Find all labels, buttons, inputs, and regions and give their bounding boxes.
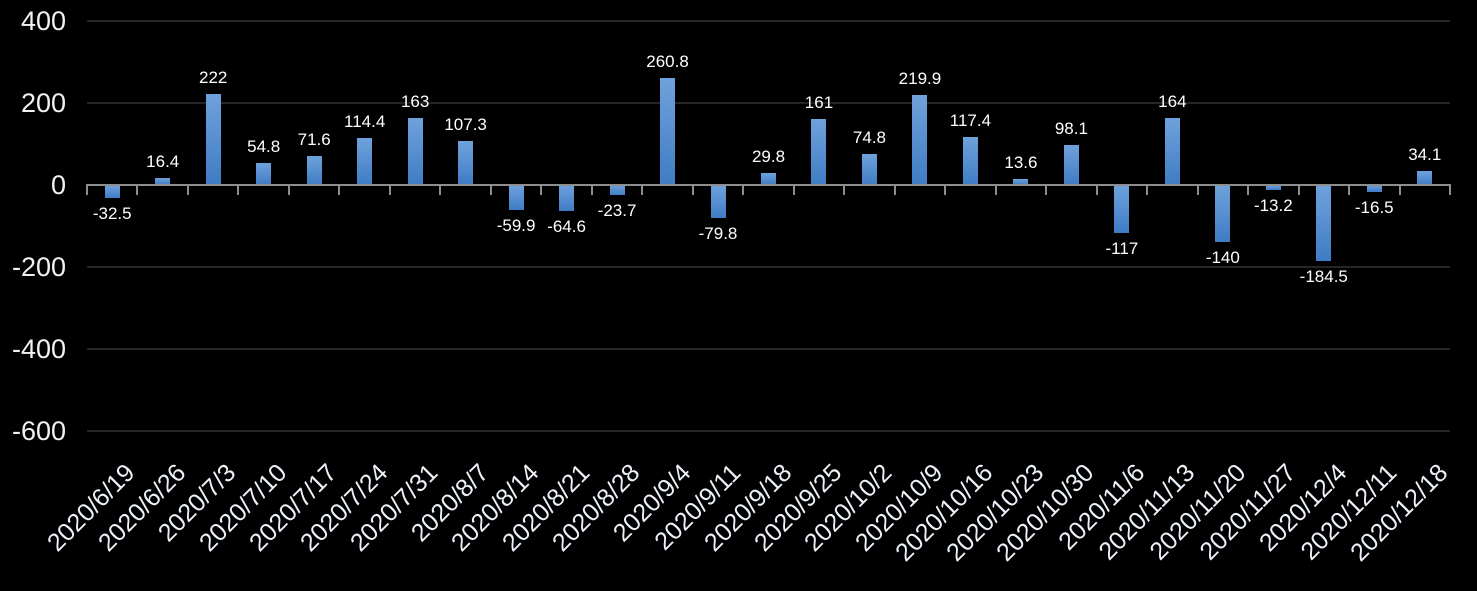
x-axis-tick: [843, 184, 846, 195]
bar: [761, 172, 776, 185]
bar: [155, 178, 171, 185]
bar-value-label: 117.4: [949, 110, 992, 130]
gridline: [87, 430, 1450, 432]
gridline: [87, 102, 1450, 104]
x-axis-tick: [944, 184, 947, 195]
bar: [1013, 179, 1029, 185]
x-axis-line: [87, 184, 1450, 186]
bar: [1265, 185, 1281, 191]
x-axis-tick: [742, 184, 745, 195]
bar-value-label: -59.9: [496, 215, 536, 235]
bar-value-label: 107.3: [444, 115, 487, 134]
bar-value-label: 74.8: [852, 128, 886, 148]
bar: [458, 141, 474, 185]
y-axis-label: -200: [11, 252, 66, 282]
bar-value-label: 163: [400, 92, 430, 112]
bar: [1417, 171, 1433, 185]
x-axis-tick: [1449, 184, 1451, 195]
bar-value-label: 164: [1158, 91, 1187, 111]
x-axis-tick: [1196, 184, 1199, 195]
bar-value-label: 34.1: [1408, 145, 1442, 165]
bar-value-label: -117: [1105, 238, 1139, 258]
bar-value-label: 114.4: [344, 112, 386, 132]
x-axis-tick: [994, 184, 997, 195]
bar-value-label: 222: [199, 67, 228, 87]
y-axis-label: 400: [20, 6, 66, 36]
bar: [962, 136, 978, 185]
gridline: [87, 348, 1450, 350]
bar-value-label: -13.2: [1253, 196, 1293, 216]
bar-value-label: -79.8: [698, 223, 738, 243]
x-axis-tick: [1297, 184, 1300, 195]
bar: [912, 94, 928, 185]
x-axis-tick: [237, 184, 240, 195]
y-axis-label: -600: [11, 416, 66, 446]
x-axis-tick: [186, 184, 189, 195]
bar: [357, 138, 373, 185]
bar: [306, 155, 322, 185]
bar-value-label: 54.8: [247, 136, 281, 156]
bar: [508, 185, 524, 210]
x-axis-tick: [792, 184, 795, 195]
x-axis-tick: [540, 184, 543, 195]
bar: [1366, 185, 1382, 192]
bar-value-label: 161: [804, 92, 834, 112]
gridline: [87, 266, 1450, 268]
bar-value-label: 16.4: [146, 152, 180, 172]
bar: [609, 185, 625, 195]
x-axis-tick: [1095, 184, 1098, 195]
x-axis-tick: [388, 184, 391, 195]
bar: [559, 185, 575, 212]
bar-value-label: 29.8: [751, 146, 786, 166]
bar: [811, 118, 827, 185]
bar: [205, 93, 221, 185]
bar: [104, 185, 120, 199]
x-axis-tick: [1045, 184, 1048, 195]
x-axis-tick: [338, 184, 341, 195]
bar: [660, 78, 676, 185]
bar: [1164, 117, 1180, 185]
x-axis-tick: [86, 184, 88, 195]
y-axis-label: 200: [20, 88, 66, 118]
bar-value-label: -140: [1205, 248, 1240, 268]
x-axis-tick: [1398, 184, 1401, 195]
x-axis-tick: [136, 184, 139, 195]
bar-value-label: 260.8: [646, 52, 689, 72]
x-axis-tick: [287, 184, 290, 195]
bar: [1063, 144, 1079, 185]
x-axis-tick: [1348, 184, 1351, 195]
bar-value-label: 13.6: [1004, 153, 1038, 173]
bar-value-label: 219.9: [898, 68, 942, 88]
bar: [710, 185, 726, 218]
bar: [1114, 185, 1130, 233]
bar-value-label: 71.6: [297, 129, 331, 149]
bar-value-label: -32.5: [92, 204, 132, 224]
bar: [1316, 185, 1332, 261]
x-axis-tick: [590, 184, 593, 195]
x-axis-tick: [893, 184, 896, 195]
x-axis-tick: [641, 184, 644, 195]
bar-value-label: 98.1: [1054, 118, 1088, 138]
bar-value-label: -23.7: [597, 200, 637, 220]
bar: [256, 162, 272, 185]
y-axis-label: 0: [50, 170, 66, 200]
bar: [407, 118, 423, 185]
gridline: [87, 20, 1450, 22]
y-axis-label: -400: [11, 334, 66, 364]
x-axis-tick: [489, 184, 492, 195]
bar-value-label: -184.5: [1299, 266, 1348, 286]
bar: [1215, 185, 1231, 243]
x-axis-tick: [439, 184, 442, 195]
x-axis-tick: [1247, 184, 1250, 195]
bar-value-label: -16.5: [1354, 197, 1394, 217]
bar-value-label: -64.6: [547, 217, 586, 237]
x-axis-tick: [1146, 184, 1149, 195]
bar: [861, 154, 877, 185]
x-axis-tick: [691, 184, 694, 195]
